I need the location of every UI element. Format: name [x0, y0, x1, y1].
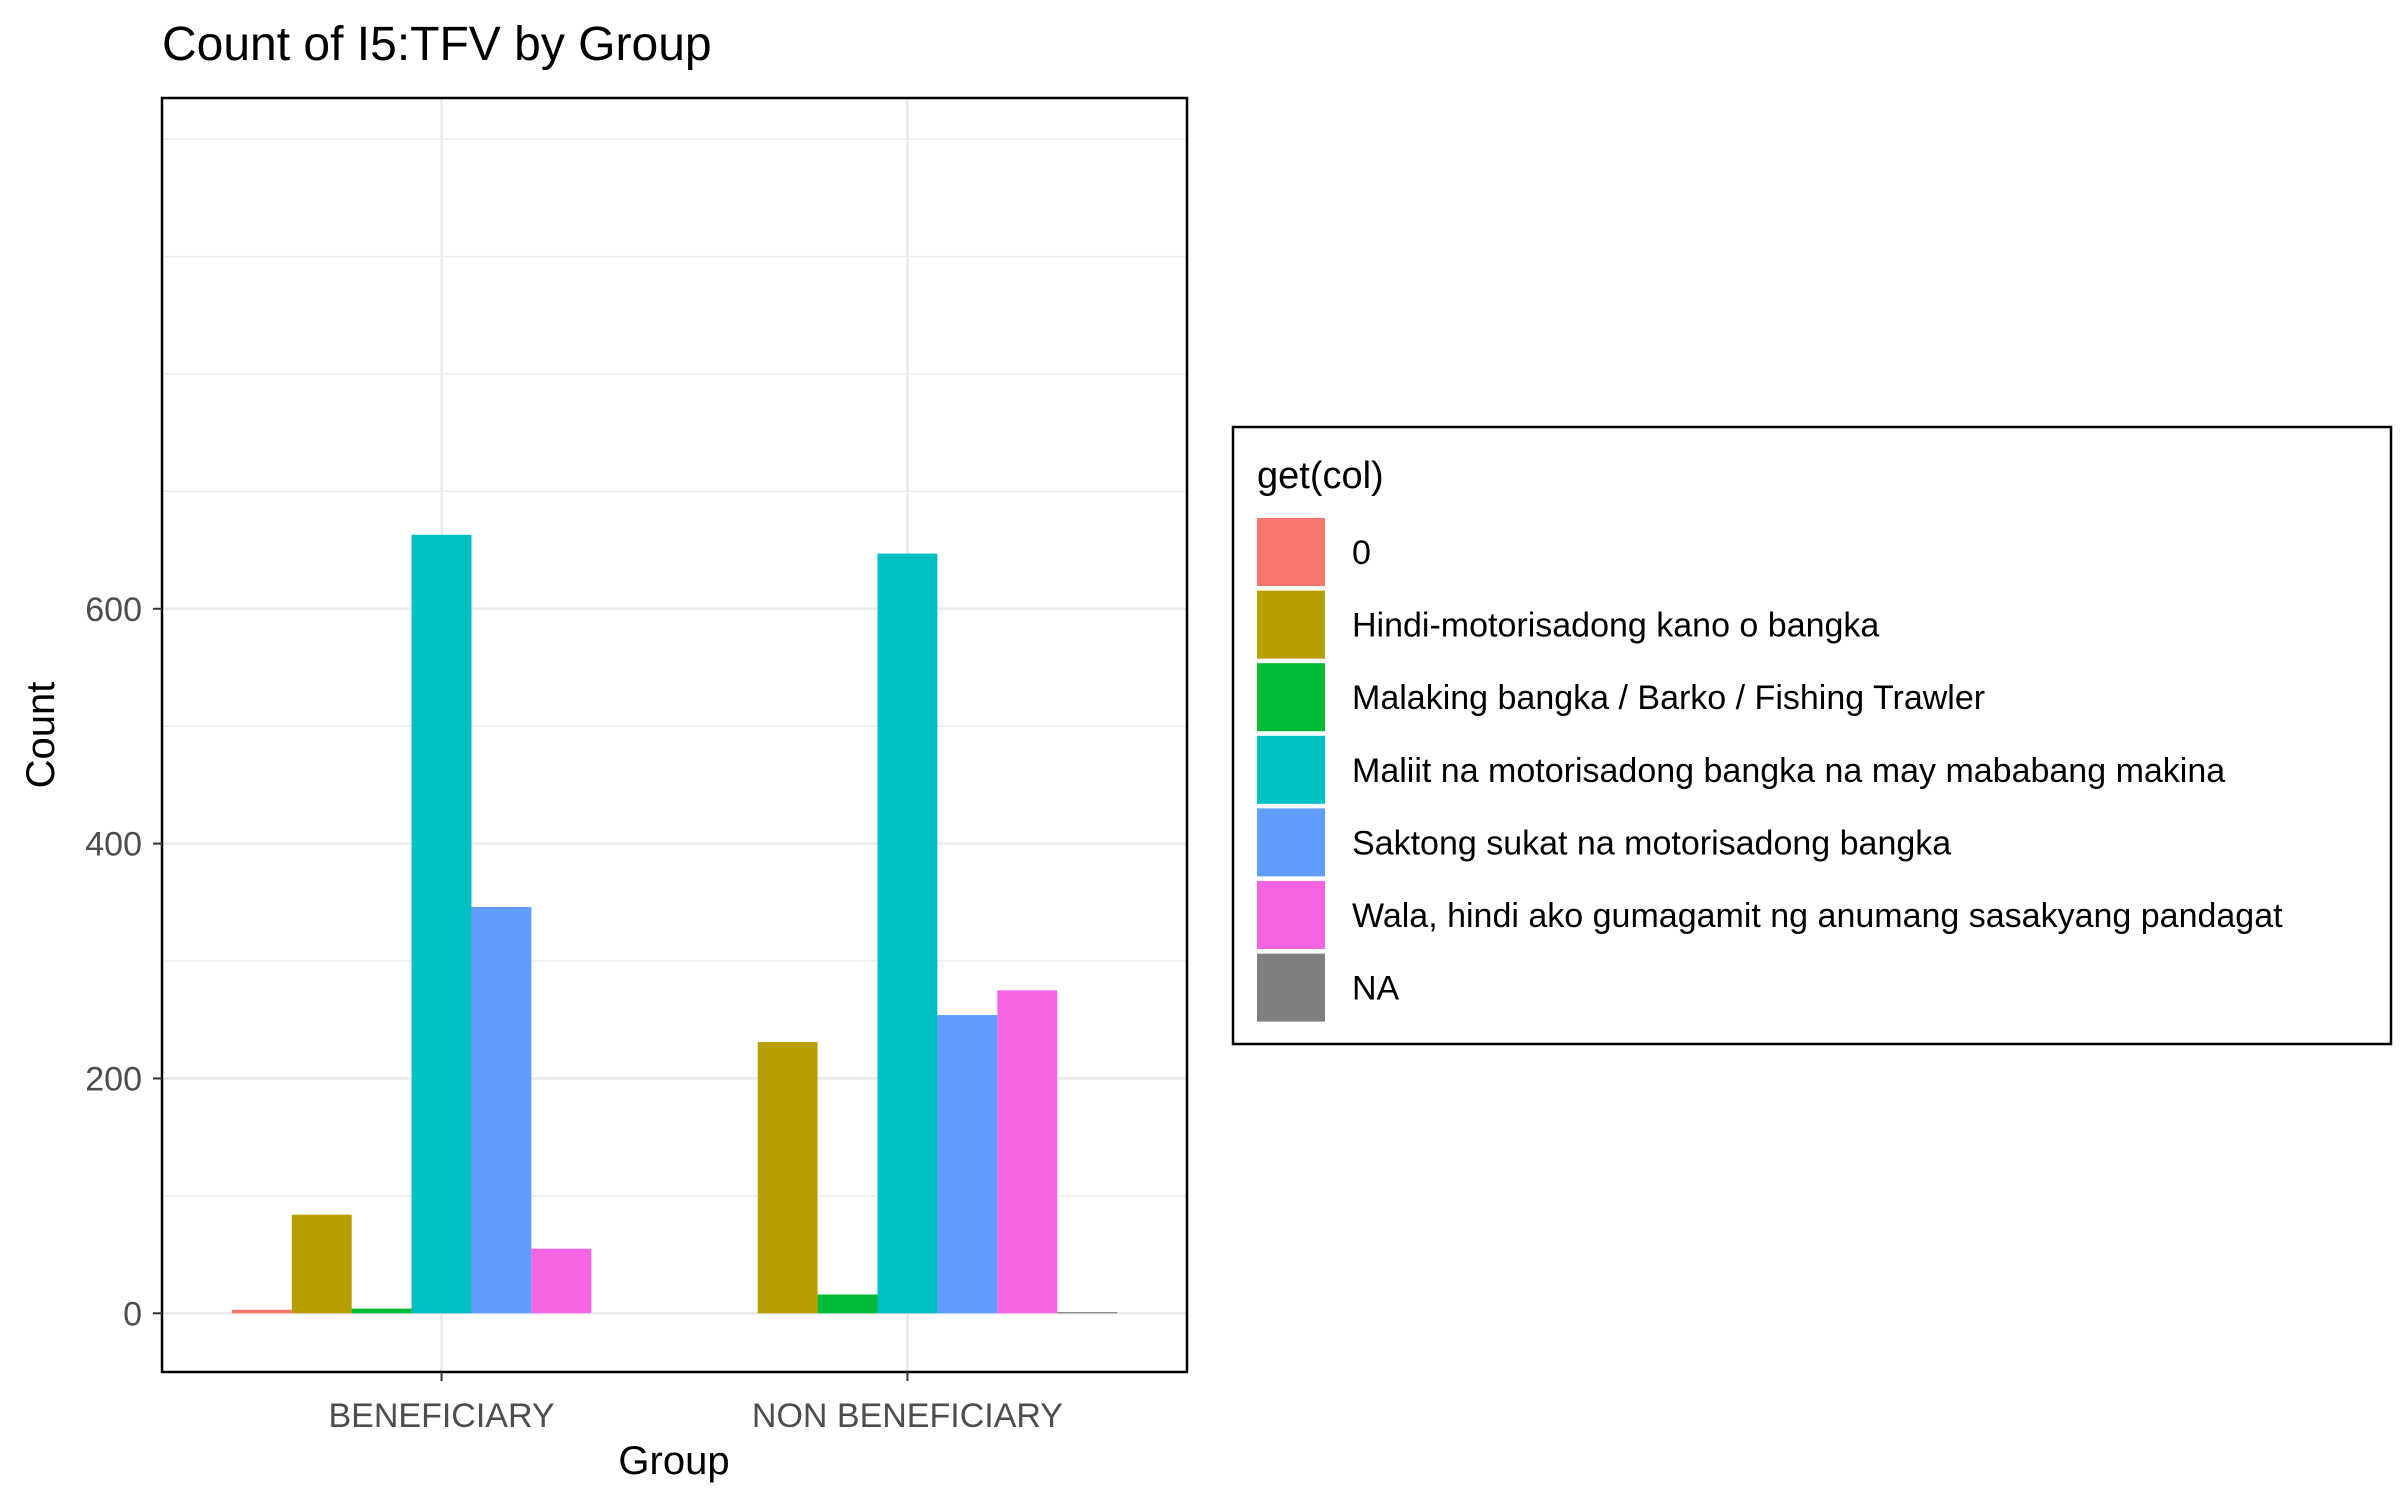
bar — [531, 1249, 591, 1314]
y-tick-label: 0 — [123, 1295, 142, 1333]
bar — [352, 1309, 412, 1314]
bar — [292, 1215, 352, 1314]
bar — [471, 907, 531, 1313]
legend-box — [1233, 427, 2391, 1044]
bar — [997, 990, 1057, 1313]
chart-title: Count of I5:TFV by Group — [162, 18, 712, 71]
bar — [758, 1042, 818, 1313]
legend-label: Wala, hindi ako gumagamit ng anumang sas… — [1352, 897, 2283, 935]
bar — [878, 554, 938, 1314]
y-axis-title: Count — [19, 682, 63, 789]
legend-key — [1257, 663, 1325, 731]
bar — [818, 1295, 878, 1314]
legend-label: Maliit na motorisadong bangka na may mab… — [1352, 752, 2225, 790]
y-tick-label: 200 — [85, 1060, 142, 1098]
x-tick-label: BENEFICIARY — [328, 1397, 554, 1435]
x-axis-title: Group — [618, 1439, 729, 1483]
bar — [232, 1310, 292, 1314]
legend-label: NA — [1352, 970, 1400, 1008]
y-tick-label: 600 — [85, 591, 142, 629]
bar — [412, 535, 472, 1313]
legend-key — [1257, 736, 1325, 804]
legend: get(col) 0 Hindi-motorisadong kano o bang… — [1233, 427, 2391, 1044]
legend-label: Hindi-motorisadong kano o bangka — [1352, 607, 1879, 645]
legend-key — [1257, 954, 1325, 1022]
legend-key — [1257, 808, 1325, 876]
legend-label: Malaking bangka / Barko / Fishing Trawle… — [1352, 679, 1985, 717]
legend-label: 0 — [1352, 534, 1371, 572]
legend-key — [1257, 591, 1325, 659]
legend-key — [1257, 881, 1325, 949]
legend-title: get(col) — [1257, 455, 1384, 497]
x-tick-label: NON BENEFICIARY — [752, 1397, 1063, 1435]
bar — [1057, 1312, 1117, 1313]
legend-label: Saktong sukat na motorisadong bangka — [1352, 824, 1951, 862]
bar — [937, 1015, 997, 1313]
legend-key — [1257, 518, 1325, 586]
y-tick-label: 400 — [85, 826, 142, 864]
